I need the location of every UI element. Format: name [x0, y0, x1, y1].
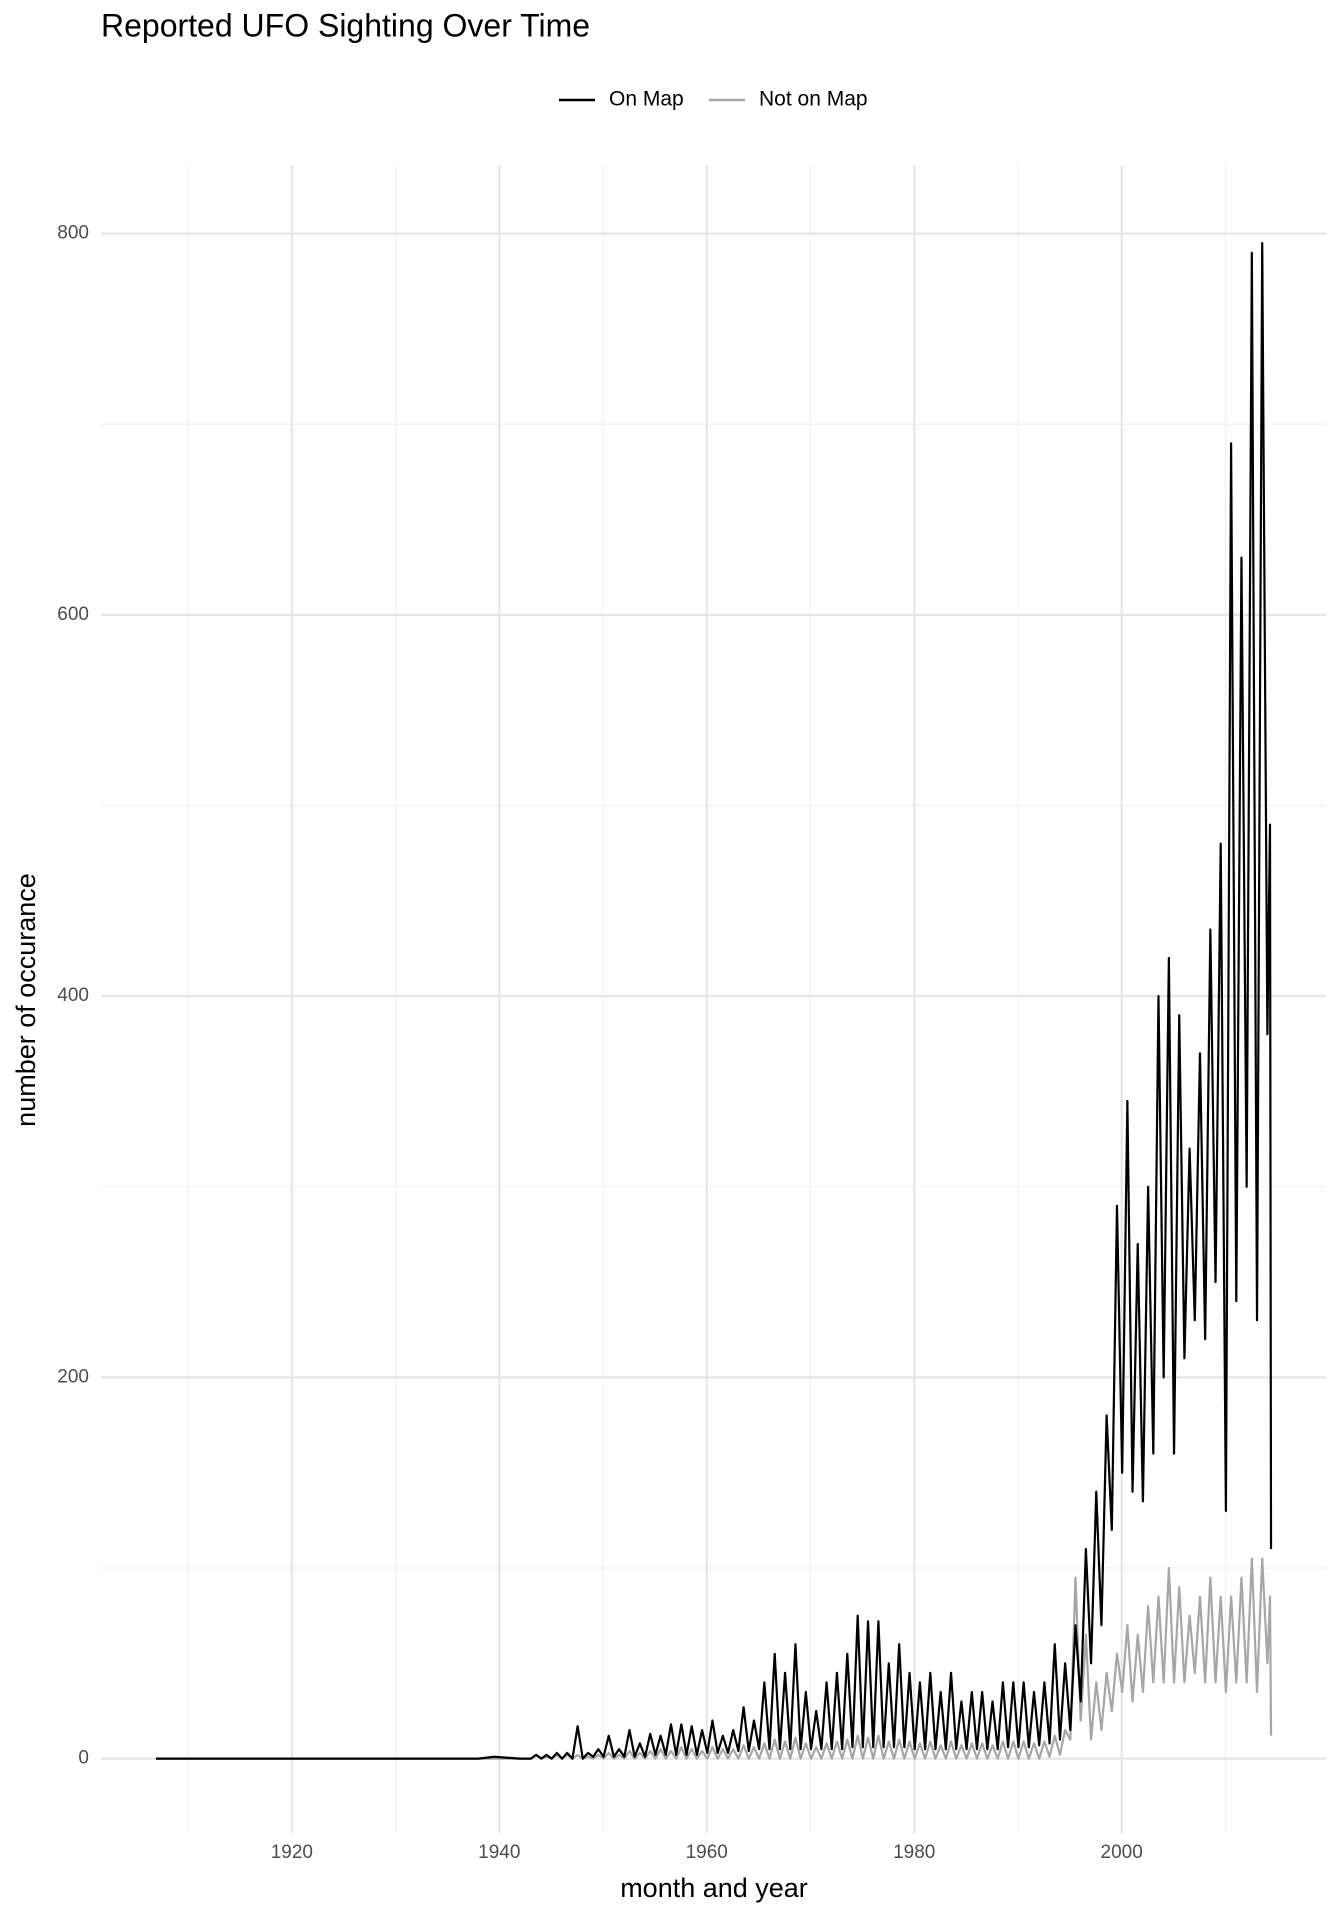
legend-label: Not on Map: [759, 88, 868, 111]
grid: 1920 1940 1960 1980 2000 0 200 400 600 800: [57, 165, 1326, 1863]
y-tick-label: 0: [78, 1748, 89, 1769]
y-tick-label: 400: [57, 985, 89, 1006]
y-tick-label: 800: [57, 223, 89, 244]
x-tick-label: 2000: [1101, 1842, 1143, 1863]
x-tick-label: 1980: [893, 1842, 935, 1863]
legend: On Map Not on Map: [559, 88, 868, 111]
x-tick-label: 1920: [271, 1842, 313, 1863]
x-tick-label: 1940: [478, 1842, 520, 1863]
x-tick-label: 1960: [686, 1842, 728, 1863]
y-axis-label: number of occurance: [11, 873, 41, 1127]
y-tick-label: 600: [57, 604, 89, 625]
legend-label: On Map: [609, 88, 684, 111]
y-tick-label: 200: [57, 1366, 89, 1387]
chart-title: Reported UFO Sighting Over Time: [101, 7, 590, 43]
lines: [155, 242, 1273, 1760]
x-axis-label: month and year: [620, 1873, 808, 1903]
series-line: [155, 242, 1273, 1760]
